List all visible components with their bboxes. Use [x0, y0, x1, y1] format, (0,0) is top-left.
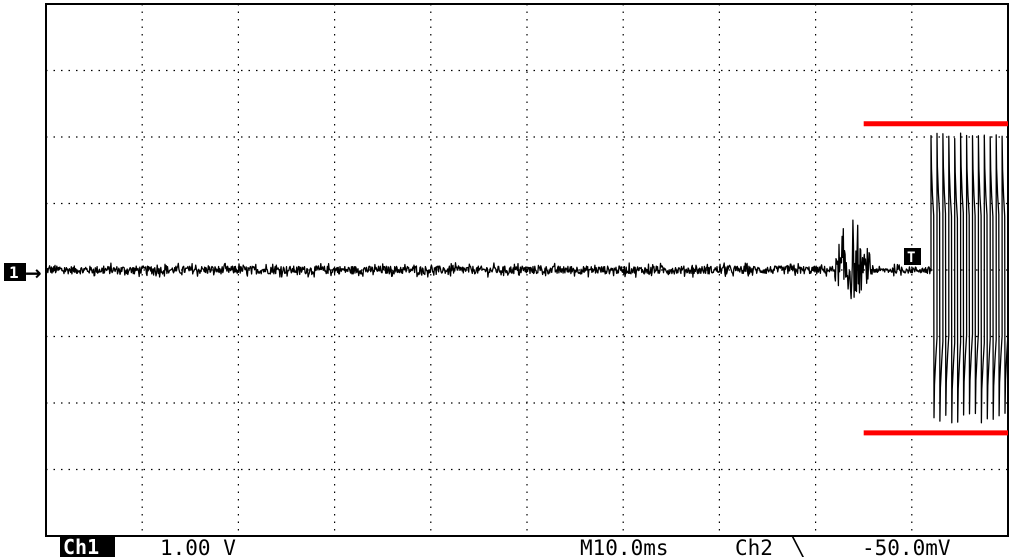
ch1-trace: [45, 132, 1009, 424]
svg-text:→: →: [25, 261, 42, 285]
channel-ground-marker: 1 →: [4, 261, 42, 285]
ch1-waveform: [45, 132, 1009, 424]
channel-badge-label: Ch1: [63, 535, 99, 557]
plot-frame: [45, 3, 1009, 537]
svg-text:1: 1: [9, 263, 19, 282]
trigger-level: -50.0mV: [862, 536, 951, 557]
status-readout: Ch1 1.00 V M10.0ms Ch2 ╲ -50.0mV: [60, 535, 951, 557]
trigger-slope-icon: ╲: [791, 535, 806, 557]
channel-badge: [60, 537, 115, 557]
amplitude-markers: [863, 121, 1008, 436]
svg-text:T: T: [907, 250, 915, 266]
timebase: M10.0ms: [580, 536, 669, 557]
trigger-marker: T: [904, 248, 921, 266]
volts-per-div: 1.00 V: [160, 536, 236, 557]
trigger-source: Ch2: [735, 536, 773, 557]
